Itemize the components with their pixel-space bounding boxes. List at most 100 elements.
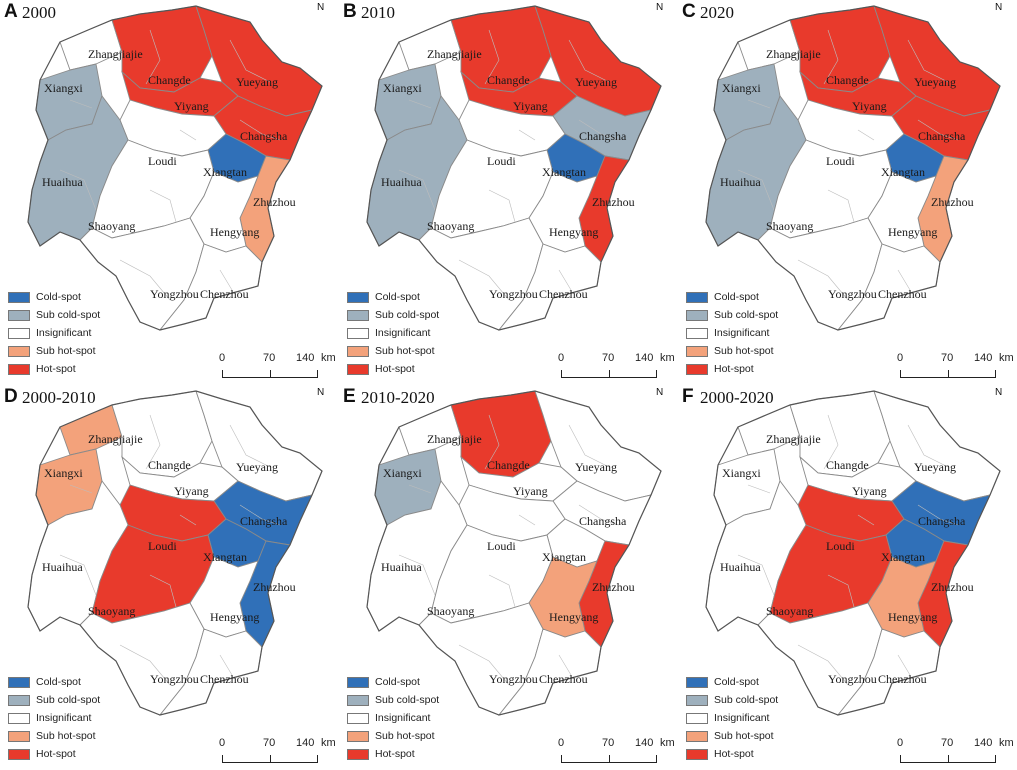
city-label-changde: Changde bbox=[487, 458, 530, 472]
city-label-changde: Changde bbox=[826, 73, 869, 87]
city-label-zhangjiajie: Zhangjiajie bbox=[88, 432, 143, 446]
north-arrow-icon: N bbox=[649, 387, 671, 433]
hot-swatch bbox=[347, 748, 369, 760]
legend-item-cold: Cold-spot bbox=[686, 673, 778, 691]
county-border bbox=[219, 269, 233, 291]
scale-bar: 0 70 140 km bbox=[558, 737, 675, 765]
hot-swatch bbox=[8, 363, 30, 375]
legend-item-subhot: Sub hot-spot bbox=[347, 342, 439, 360]
city-label-xiangxi: Xiangxi bbox=[44, 466, 83, 480]
city-label-zhangjiajie: Zhangjiajie bbox=[427, 432, 482, 446]
region-map bbox=[27, 390, 323, 716]
region-map bbox=[705, 5, 1001, 331]
city-label-changde: Changde bbox=[487, 73, 530, 87]
legend-label: Sub cold-spot bbox=[375, 694, 440, 706]
subhot-swatch bbox=[686, 730, 708, 742]
county-border bbox=[408, 99, 432, 109]
city-label-zhuzhou: Zhuzhou bbox=[253, 580, 296, 594]
scale-unit: km bbox=[321, 737, 336, 749]
region-zhangjiajie bbox=[737, 404, 801, 456]
legend-label: Sub cold-spot bbox=[714, 694, 779, 706]
county-border bbox=[558, 654, 572, 676]
city-label-yiyang: Yiyang bbox=[852, 99, 887, 113]
legend-item-hot: Hot-spot bbox=[347, 745, 439, 763]
panel-title: 2020 bbox=[700, 3, 734, 22]
county-border bbox=[398, 554, 436, 596]
panel-letter: F bbox=[682, 386, 694, 407]
region-zhangjiajie bbox=[59, 404, 123, 456]
city-label-yongzhou: Yongzhou bbox=[489, 672, 538, 686]
map-panel-c: C 2020 Zhangjiajie Xiangxi Changde Yueyang Y… bbox=[678, 0, 1017, 385]
scale-mid: 70 bbox=[602, 737, 615, 749]
legend: Cold-spot Sub cold-spot Insignificant Su… bbox=[8, 288, 100, 378]
scale-unit: km bbox=[660, 737, 675, 749]
county-border bbox=[59, 554, 97, 596]
city-label-xiangtan: Xiangtan bbox=[203, 550, 247, 564]
scale-unit: km bbox=[660, 352, 675, 364]
province-outline bbox=[705, 5, 1001, 331]
subhot-swatch bbox=[8, 730, 30, 742]
region-zhangjiajie bbox=[398, 19, 462, 71]
city-label-zhuzhou: Zhuzhou bbox=[253, 195, 296, 209]
city-label-chenzhou: Chenzhou bbox=[200, 672, 249, 686]
city-label-changde: Changde bbox=[148, 458, 191, 472]
legend-item-hot: Hot-spot bbox=[8, 360, 100, 378]
panel-title: 2000 bbox=[22, 3, 56, 22]
city-label-changsha: Changsha bbox=[918, 514, 966, 528]
north-arrow-icon: N bbox=[988, 387, 1010, 433]
legend-label: Sub hot-spot bbox=[36, 730, 96, 742]
legend-item-hot: Hot-spot bbox=[8, 745, 100, 763]
city-label-hengyang: Hengyang bbox=[549, 225, 599, 239]
county-border bbox=[827, 574, 855, 608]
scale-bar: 0 70 140 km bbox=[558, 352, 675, 380]
county-border bbox=[568, 39, 610, 83]
legend-label: Sub hot-spot bbox=[36, 345, 96, 357]
subcold-swatch bbox=[8, 694, 30, 706]
north-label: N bbox=[317, 387, 325, 398]
scale-max: 140 bbox=[296, 352, 315, 364]
city-label-loudi: Loudi bbox=[148, 154, 177, 168]
scale-max: 140 bbox=[974, 352, 993, 364]
city-label-zhangjiajie: Zhangjiajie bbox=[88, 47, 143, 61]
county-border bbox=[488, 189, 516, 223]
county-border bbox=[823, 29, 839, 85]
county-border bbox=[578, 504, 620, 526]
county-border bbox=[797, 644, 849, 686]
scale-zero: 0 bbox=[558, 352, 565, 364]
scale-mid: 70 bbox=[263, 737, 276, 749]
legend-label: Hot-spot bbox=[36, 748, 76, 760]
legend-item-hot: Hot-spot bbox=[347, 360, 439, 378]
scale-unit: km bbox=[999, 352, 1014, 364]
county-border bbox=[897, 654, 911, 676]
county-border bbox=[69, 484, 93, 494]
cold-swatch bbox=[686, 291, 708, 303]
city-label-shaoyang: Shaoyang bbox=[766, 604, 814, 618]
county-border bbox=[119, 644, 171, 686]
city-label-changde: Changde bbox=[826, 458, 869, 472]
city-label-xiangtan: Xiangtan bbox=[542, 165, 586, 179]
city-label-xiangtan: Xiangtan bbox=[203, 165, 247, 179]
subcold-swatch bbox=[8, 309, 30, 321]
insignificant-swatch bbox=[347, 327, 369, 339]
county-border bbox=[179, 129, 197, 141]
subcold-swatch bbox=[686, 694, 708, 706]
city-label-shaoyang: Shaoyang bbox=[427, 604, 475, 618]
county-border bbox=[408, 484, 432, 494]
scale-tick bbox=[609, 755, 610, 763]
county-border bbox=[518, 514, 536, 526]
county-border bbox=[827, 189, 855, 223]
city-label-chenzhou: Chenzhou bbox=[200, 287, 249, 301]
legend-label: Hot-spot bbox=[375, 748, 415, 760]
city-label-xiangxi: Xiangxi bbox=[383, 81, 422, 95]
city-label-zhangjiajie: Zhangjiajie bbox=[766, 432, 821, 446]
legend-label: Hot-spot bbox=[36, 363, 76, 375]
county-border bbox=[907, 424, 949, 468]
legend-label: Insignificant bbox=[36, 712, 92, 724]
province-outline bbox=[366, 5, 662, 331]
region-zhangjiajie bbox=[59, 19, 123, 71]
city-label-chenzhou: Chenzhou bbox=[539, 287, 588, 301]
legend-item-subhot: Sub hot-spot bbox=[8, 727, 100, 745]
city-label-yongzhou: Yongzhou bbox=[150, 672, 199, 686]
hot-swatch bbox=[347, 363, 369, 375]
legend: Cold-spot Sub cold-spot Insignificant Su… bbox=[686, 288, 778, 378]
